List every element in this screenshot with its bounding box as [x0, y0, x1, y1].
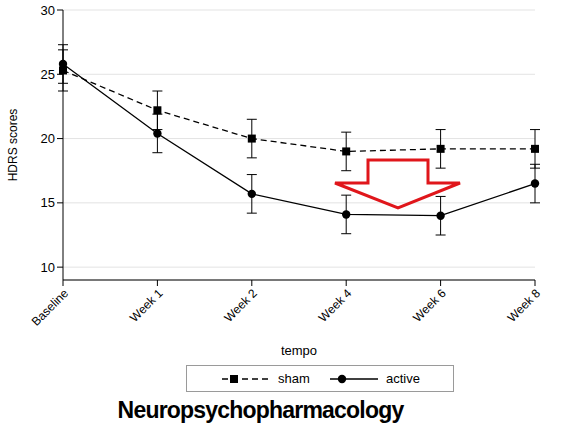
svg-text:Baseline: Baseline: [29, 286, 72, 329]
svg-text:30: 30: [41, 3, 55, 18]
svg-text:HDRS scores: HDRS scores: [8, 109, 20, 182]
svg-text:Week 8: Week 8: [505, 286, 544, 325]
svg-text:20: 20: [41, 131, 55, 146]
svg-text:Week 1: Week 1: [127, 286, 166, 325]
html-text:sham: sham: [278, 371, 310, 386]
svg-text:15: 15: [41, 195, 55, 210]
html-text:Neuropsychopharmacology: Neuropsychopharmacology: [117, 397, 404, 423]
svg-text:tempo: tempo: [281, 343, 317, 358]
html-text:active: active: [385, 371, 420, 386]
svg-text:Week 2: Week 2: [221, 286, 260, 325]
svg-text:10: 10: [41, 260, 55, 275]
svg-text:25: 25: [41, 67, 55, 82]
svg-text:Week 4: Week 4: [316, 286, 355, 325]
svg-text:Week 6: Week 6: [410, 286, 449, 325]
